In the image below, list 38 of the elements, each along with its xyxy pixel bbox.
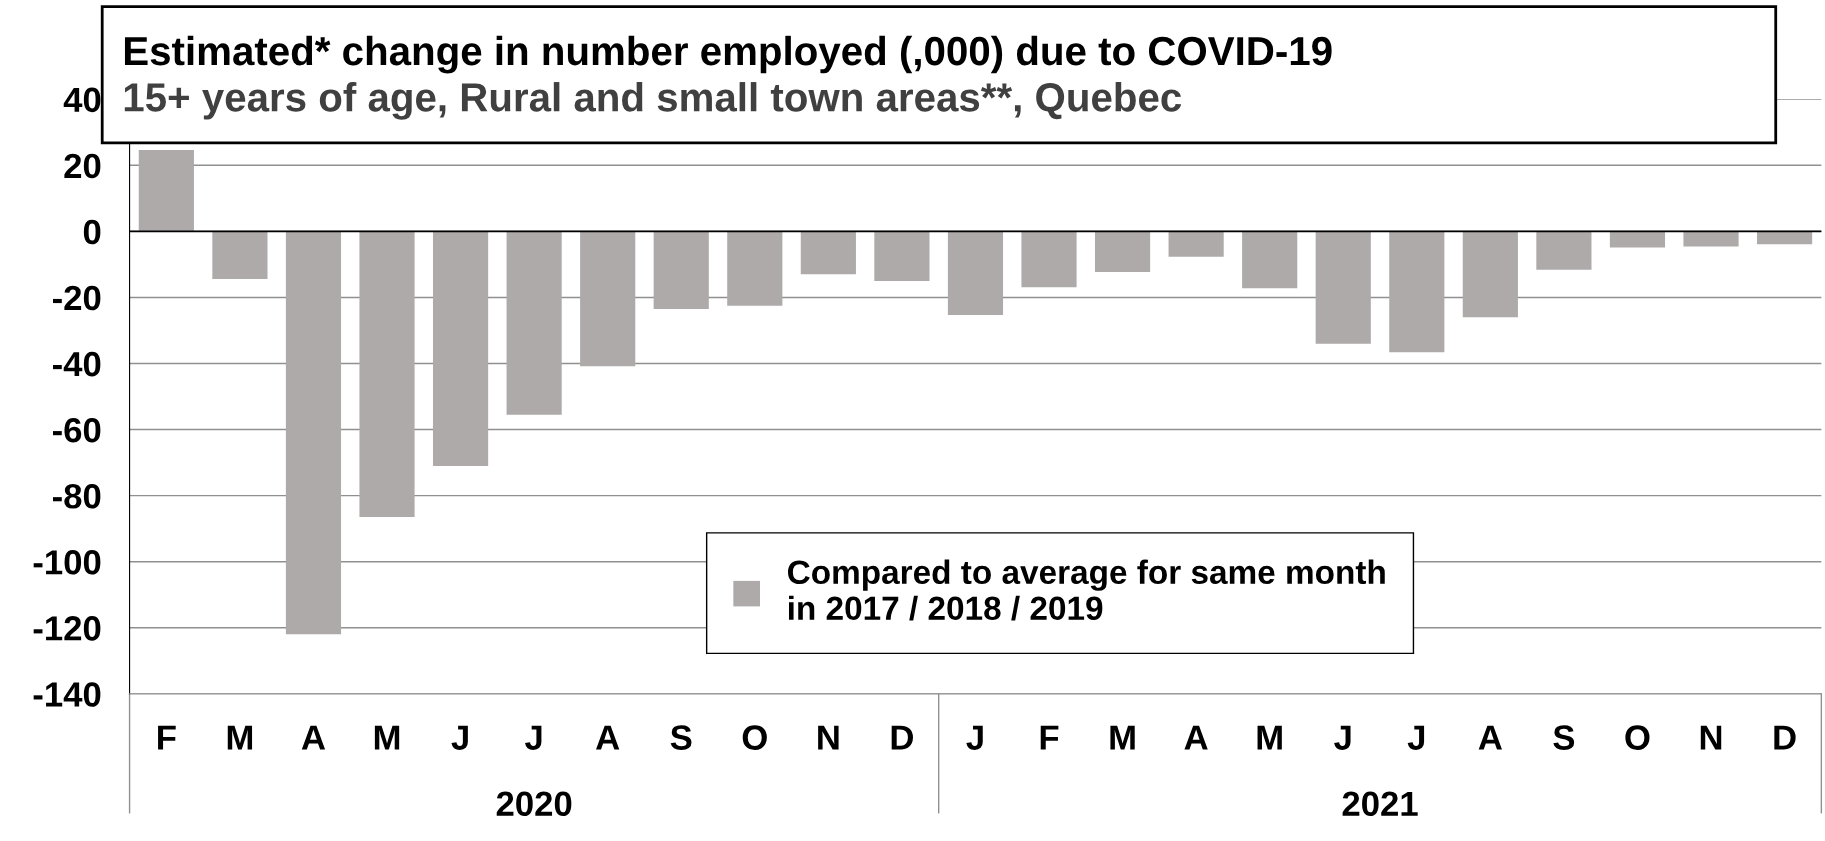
x-tick-label: O <box>1625 725 1650 750</box>
y-tick-label: -140 <box>33 682 101 707</box>
text: 2021 <box>1342 791 1418 817</box>
x-tick-label: M <box>1257 725 1282 750</box>
x-tick-label: N <box>818 725 839 750</box>
x-tick-label: J <box>525 725 542 750</box>
x-tick-label: J <box>451 725 468 750</box>
x-tick-label: A <box>301 725 326 750</box>
x-tick-label: O <box>742 725 767 750</box>
x-tick-label: J <box>966 725 983 750</box>
y-tick-label: -120 <box>33 616 101 641</box>
x-tick-label: D <box>891 725 913 750</box>
x-tick-label: S <box>1553 725 1575 750</box>
x-tick-label: J <box>1334 725 1351 750</box>
y-tick-label: -20 <box>52 285 101 311</box>
chart-title: Estimated* change in number employed (,000) due to COVID-19 <box>124 35 1332 74</box>
x-tick-label: M <box>1110 725 1135 750</box>
legend-label: Compared to average for same month in 2017 / 2018 / 2019 <box>788 559 1385 621</box>
x-tick-label: F <box>1040 725 1059 750</box>
x-tick-label: D <box>1774 725 1796 750</box>
chart-subtitle: 15+ years of age, Rural and small town areas**, Quebec <box>124 82 1182 120</box>
y-tick-label: -100 <box>33 550 101 575</box>
y-tick-label: -80 <box>52 483 101 509</box>
x-tick-label: A <box>1184 725 1208 750</box>
x-tick-label: M <box>374 725 400 750</box>
y-tick-label: -40 <box>52 351 101 377</box>
text: 2020 <box>496 791 572 817</box>
y-tick-label: 0 <box>83 219 101 245</box>
x-tick-label: N <box>1700 725 1722 750</box>
x-tick-label: A <box>1478 725 1502 750</box>
x-tick-label: M <box>227 725 253 750</box>
y-tick-label: 20 <box>64 153 101 179</box>
x-tick-label: S <box>670 725 692 750</box>
x-tick-label: A <box>596 725 620 750</box>
y-tick-label: -60 <box>52 417 101 443</box>
x-tick-label: F <box>158 725 176 750</box>
y-tick-label: 40 <box>63 87 101 113</box>
x-tick-label: J <box>1407 725 1425 750</box>
